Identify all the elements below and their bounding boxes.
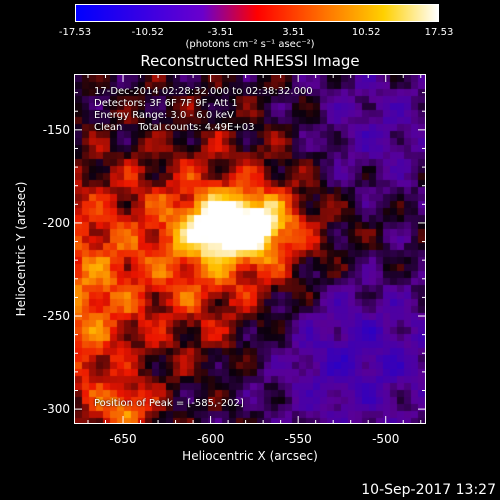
rhessi-image: [75, 75, 425, 423]
colorbar-tick-label: 10.52: [351, 27, 381, 38]
x-tick-label: -550: [284, 432, 312, 446]
colorbar-units: (photons cm⁻² s⁻¹ asec⁻²): [185, 39, 315, 50]
y-tick-label: -300: [42, 402, 70, 417]
colorbar-gradient: [76, 5, 438, 21]
x-tick-label: -650: [109, 432, 137, 446]
info-detectors: Detectors: 3F 6F 7F 9F, Att 1: [94, 98, 238, 109]
y-axis-label: Heliocentric Y (arcsec): [14, 181, 28, 317]
y-tick-label: -200: [42, 215, 70, 230]
colorbar-tick-label: -17.53: [58, 27, 92, 38]
colorbar-tick-label: 17.53: [424, 27, 454, 38]
x-axis-label: Heliocentric X (arcsec): [182, 449, 318, 463]
y-tick-label: -150: [42, 122, 70, 137]
datestamp: 10-Sep-2017 13:27: [361, 482, 496, 498]
info-time-range: 17-Dec-2014 02:28:32.000 to 02:38:32.000: [94, 86, 313, 97]
x-tick-label: -600: [196, 432, 225, 446]
plot-area: [74, 74, 426, 424]
peak-position: Position of Peak = [-585,-202]: [94, 398, 244, 409]
colorbar: [75, 4, 439, 22]
y-tick-label: -250: [42, 309, 70, 324]
x-tick-label: -500: [372, 432, 400, 446]
colorbar-tick-label: -10.52: [131, 27, 164, 38]
info-clean: Clean Total counts: 4.49E+03: [94, 122, 255, 133]
colorbar-tick-label: -3.51: [207, 27, 234, 38]
colorbar-tick-label: 3.51: [282, 27, 305, 38]
image-title: Reconstructed RHESSI Image: [140, 52, 360, 70]
info-energy: Energy Range: 3.0 - 6.0 keV: [94, 110, 234, 121]
